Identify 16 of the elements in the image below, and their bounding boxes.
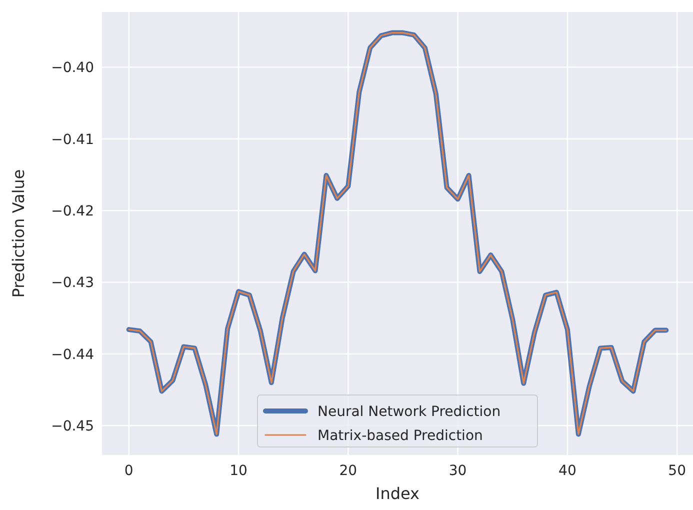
x-tick-label: 50 (668, 463, 686, 479)
y-tick-label: −0.41 (51, 132, 94, 148)
x-tick-label: 10 (230, 463, 248, 479)
x-tick-label: 40 (558, 463, 576, 479)
y-tick-label: −0.42 (51, 203, 94, 220)
legend-label: Neural Network Prediction (318, 404, 501, 420)
y-tick-label: −0.45 (51, 418, 94, 435)
y-tick-label: −0.40 (51, 60, 94, 76)
y-axis-title: Prediction Value (9, 169, 28, 298)
legend-label: Matrix-based Prediction (318, 428, 483, 444)
y-tick-label: −0.44 (51, 346, 94, 363)
x-tick-label: 20 (339, 463, 358, 479)
x-tick-label: 0 (124, 463, 134, 479)
x-tick-label: 30 (448, 463, 467, 479)
y-tick-label: −0.43 (51, 275, 94, 292)
x-axis-title: Index (375, 484, 420, 503)
